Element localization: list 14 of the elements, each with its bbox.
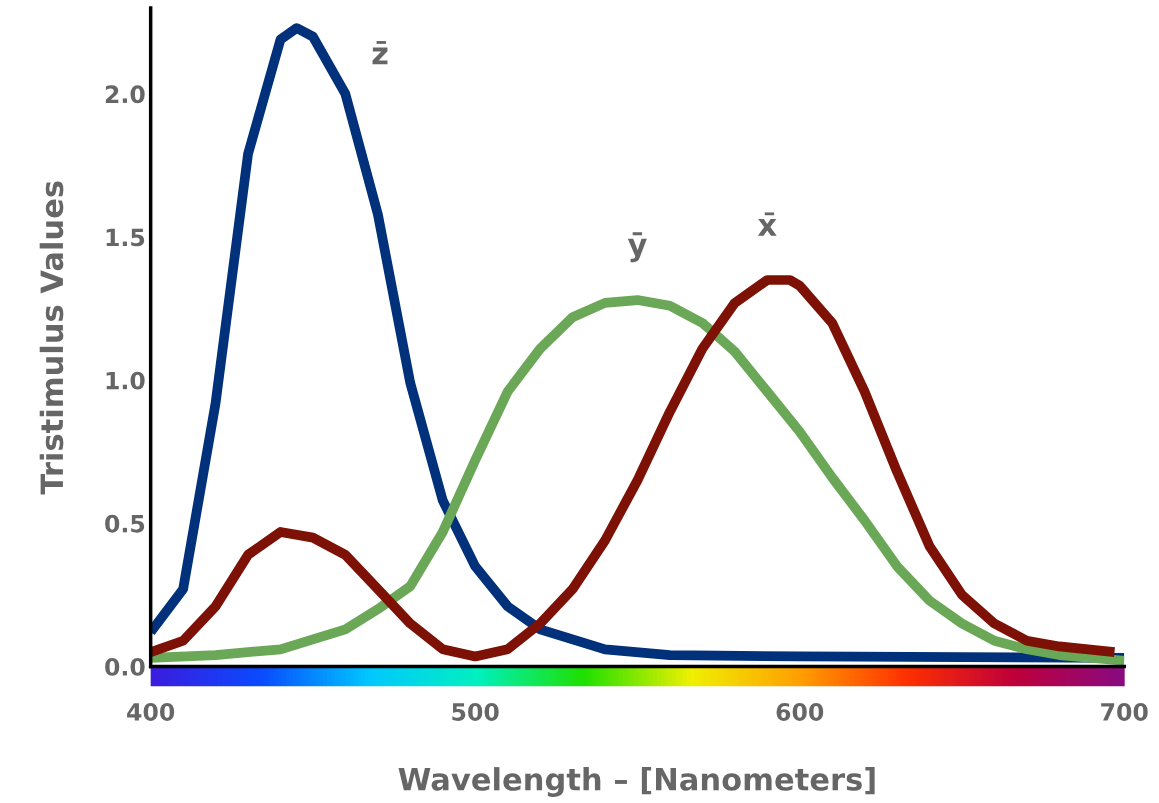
x-axis-title: Wavelength – [Nanometers] <box>398 767 875 797</box>
series-label: z̄ <box>372 41 388 65</box>
y-tick-label: 0.5 <box>105 514 145 533</box>
x-tick-label: 600 <box>776 703 824 721</box>
series-label: x̄ <box>757 212 777 236</box>
x-tick-label: 400 <box>127 703 175 721</box>
y-tick-label: 0.0 <box>105 657 145 676</box>
series-label: ȳ <box>627 232 647 263</box>
y-tick-label: 1.5 <box>106 228 145 247</box>
x-tick-label: 700 <box>1101 703 1148 721</box>
y-axis-title: Tristimulus Values <box>39 181 64 495</box>
y-tick-label: 1.0 <box>106 371 145 390</box>
y-tick-label: 2.0 <box>105 85 145 104</box>
x-tick-label: 500 <box>452 703 499 721</box>
